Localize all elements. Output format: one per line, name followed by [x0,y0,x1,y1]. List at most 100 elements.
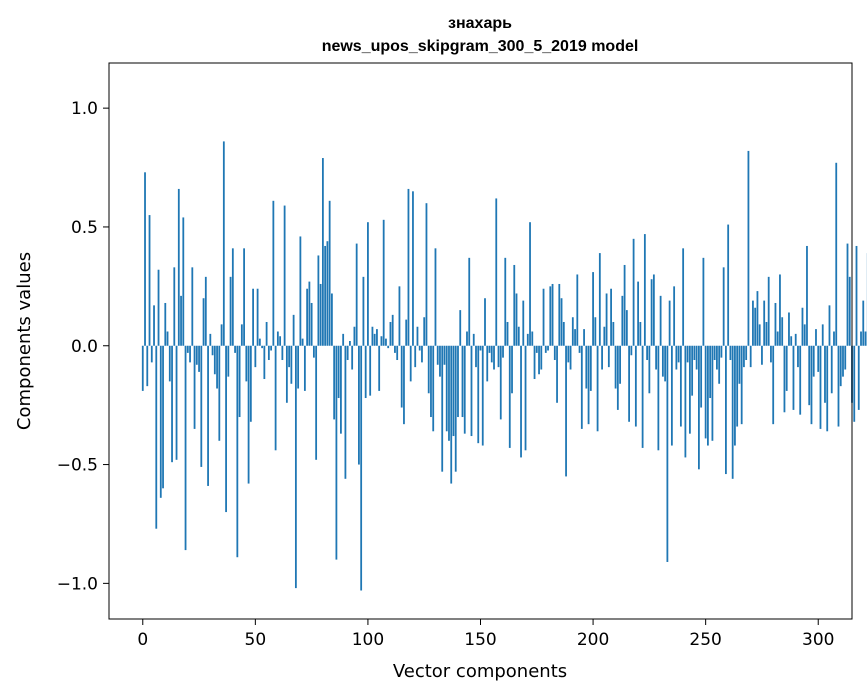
bar-20 [186,345,189,353]
bar-288 [790,336,793,346]
bar-250 [704,345,707,439]
bar-184 [556,345,558,403]
bar-178 [542,288,545,346]
bar-285 [783,345,786,413]
bar-215 [625,310,628,346]
bar-161 [504,257,507,346]
bar-138 [452,345,455,437]
bar-129 [432,345,435,432]
bar-280 [772,345,775,425]
bar-200 [592,272,594,346]
bar-106 [380,336,383,346]
bar-301 [819,345,822,429]
bar-78 [317,255,320,346]
bar-167 [517,326,520,346]
bar-117 [405,319,408,346]
bar-102 [371,326,374,346]
bar-133 [441,345,444,472]
bar-198 [587,345,590,425]
bar-231 [661,345,664,377]
bar-97 [360,345,363,591]
bar-56 [267,345,270,361]
bar-27 [202,298,205,346]
bar-240 [682,248,685,346]
bar-160 [502,345,504,358]
bar-185 [558,283,561,346]
bar-156 [493,345,495,370]
bar-276 [763,300,766,346]
bar-229 [657,345,660,451]
bar-64 [285,345,288,403]
bar-121 [414,345,417,368]
bar-283 [779,274,781,346]
bar-238 [677,345,680,363]
bar-219 [634,345,637,427]
bar-18 [182,217,185,346]
bar-169 [522,300,525,346]
bar-172 [529,222,531,346]
bar-86 [335,345,338,560]
bar-192 [574,329,576,346]
bar-297 [810,345,813,425]
y-axis-label: Components values [14,252,35,430]
bar-282 [776,331,779,346]
bar-221 [639,321,642,346]
bar-11 [166,331,169,346]
bar-247 [698,345,700,470]
bar-248 [700,345,703,408]
bar-140 [457,345,459,418]
bar-150 [479,345,482,351]
bar-66 [290,345,293,384]
bar-96 [358,345,360,465]
bar-100 [367,222,369,346]
bar-37 [225,345,227,513]
x-tick-label: 300 [802,630,834,650]
bar-115 [400,345,403,408]
bar-154 [488,345,491,353]
bar-262 [731,345,734,479]
bar-235 [670,345,673,446]
bar-162 [506,321,509,346]
bar-173 [531,331,534,346]
x-tick-label: 100 [352,630,384,650]
bar-157 [495,198,498,346]
bar-220 [637,281,640,346]
bar-118 [407,188,410,346]
bar-318 [857,345,860,410]
bar-51 [256,288,259,346]
bar-46 [245,345,248,382]
bar-171 [526,333,529,346]
bar-3 [148,215,151,346]
bar-77 [315,345,318,460]
bar-260 [727,224,730,346]
bar-170 [524,345,527,451]
bar-319 [860,331,862,346]
plot-area-frame [108,62,853,620]
bar-179 [544,345,547,353]
bar-60 [276,331,279,346]
bar-16 [177,188,180,346]
bar-186 [560,298,563,346]
bar-314 [848,276,851,346]
bar-271 [752,300,754,346]
bar-168 [520,345,522,458]
bar-22 [191,267,194,346]
bar-226 [650,279,653,346]
bar-40 [231,248,234,346]
bar-81 [324,245,327,346]
bar-136 [448,345,450,441]
bar-153 [486,345,489,382]
bar-101 [369,345,372,396]
bar-266 [740,345,743,425]
bar-269 [747,150,750,346]
bar-193 [576,274,579,346]
bar-273 [756,291,759,346]
x-tick-label: 250 [689,630,721,650]
bar-263 [734,345,736,446]
bar-261 [729,345,732,361]
bar-82 [326,241,329,346]
bar-234 [668,300,671,346]
bar-9 [162,345,164,489]
bar-190 [569,345,572,370]
